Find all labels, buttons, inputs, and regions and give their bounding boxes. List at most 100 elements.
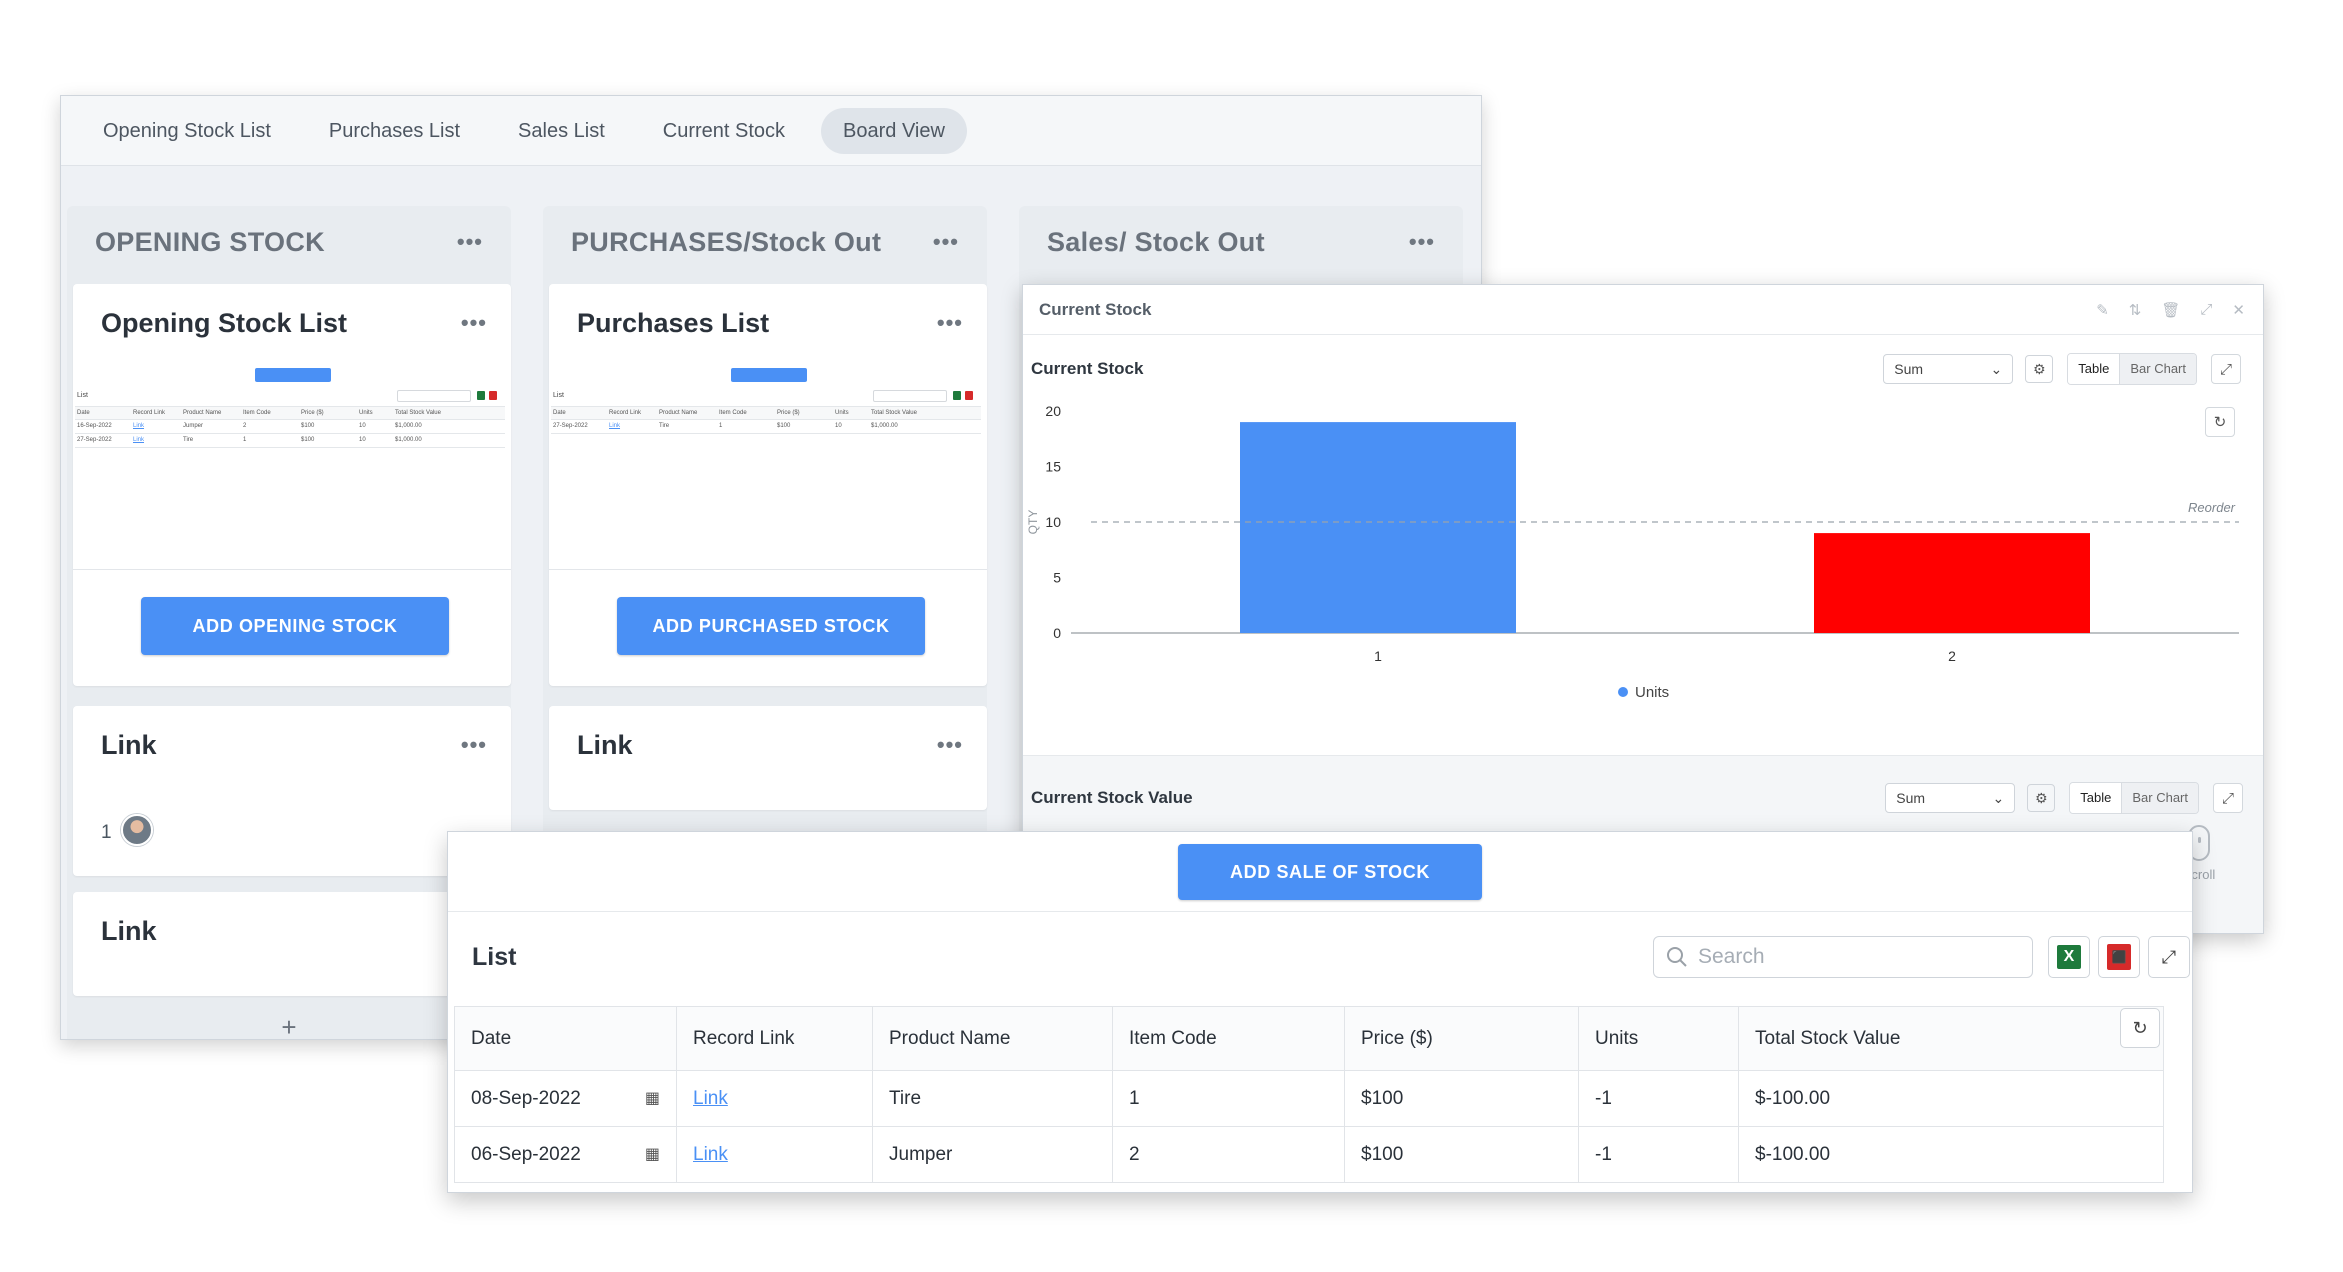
tab-sales-list[interactable]: Sales List xyxy=(518,119,605,142)
more-dots-icon[interactable]: ••• xyxy=(936,732,963,757)
thumb-cell: 10 xyxy=(835,423,842,429)
tab-current-stock[interactable]: Current Stock xyxy=(662,119,786,142)
excel-icon: X xyxy=(2057,945,2081,969)
view-table-button[interactable]: Table xyxy=(2070,783,2123,813)
expand-button[interactable]: ⤢ xyxy=(2148,936,2190,978)
thumb-add-button xyxy=(731,368,807,382)
sales-button-band: ADD SALE OF STOCK xyxy=(448,832,2192,912)
calendar-icon[interactable]: ▦ xyxy=(644,1145,660,1163)
thumb-cell: $1,000.00 xyxy=(395,423,422,429)
pdf-icon xyxy=(965,391,973,400)
thumb-header-row: Date Record Link Product Name Item Code … xyxy=(75,406,505,420)
view-toggle: Table Bar Chart xyxy=(2069,782,2199,814)
column-header-record-link[interactable]: Record Link xyxy=(676,1006,873,1071)
thumb-cell: Total Stock Value xyxy=(871,410,917,416)
gear-icon[interactable]: ⚙ xyxy=(2027,784,2056,812)
y-tick-label: 0 xyxy=(1053,625,1061,641)
section-title: Current Stock Value xyxy=(1031,788,1193,807)
card-title: Opening Stock List xyxy=(101,307,348,338)
card-link: Link ••• xyxy=(549,706,987,810)
column-header-date[interactable]: Date xyxy=(454,1006,677,1071)
more-dots-icon[interactable]: ••• xyxy=(456,229,483,254)
column-header-product-name[interactable]: Product Name xyxy=(872,1006,1113,1071)
section-title: Current Stock xyxy=(1031,359,1144,378)
thumb-cell: $100 xyxy=(301,423,315,429)
add-purchased-stock-button[interactable]: ADD PURCHASED STOCK xyxy=(617,597,925,655)
table-row[interactable]: 08-Sep-2022 ▦ Link Tire 1 $100 -1 $-100.0… xyxy=(454,1070,2164,1127)
column-opening-stock: OPENING STOCK ••• Opening Stock List •••… xyxy=(67,206,511,1040)
link-count: 1 xyxy=(101,822,112,843)
view-table-button[interactable]: Table xyxy=(2068,354,2121,384)
thumb-list-label: List xyxy=(77,392,88,399)
gear-icon[interactable]: ⚙ xyxy=(2025,355,2054,383)
current-stock-bar-chart: 0 5 10 15 20 QTY 1 2 Reorder Units xyxy=(1026,403,2239,701)
record-link[interactable]: Link xyxy=(693,1143,728,1165)
more-dots-icon[interactable]: ••• xyxy=(936,310,963,335)
pdf-icon xyxy=(489,391,497,400)
card-link: Link xyxy=(73,892,511,996)
view-bar-chart-button[interactable]: Bar Chart xyxy=(2120,354,2196,384)
column-title: PURCHASES/Stock Out xyxy=(571,226,882,257)
reorder-label: Reorder xyxy=(2188,500,2236,515)
column-header-item-code[interactable]: Item Code xyxy=(1112,1006,1345,1071)
tab-board-view[interactable]: Board View xyxy=(821,107,967,154)
refresh-button[interactable]: ↻ xyxy=(2120,1008,2160,1048)
view-bar-chart-button[interactable]: Bar Chart xyxy=(2122,783,2198,813)
thumb-cell: 27-Sep-2022 xyxy=(77,437,112,443)
thumb-cell: Record Link xyxy=(609,410,642,416)
column-header-total-stock-value[interactable]: Total Stock Value xyxy=(1738,1006,2164,1071)
aggregate-select[interactable]: Sum ⌄ xyxy=(1883,354,2014,384)
more-dots-icon[interactable]: ••• xyxy=(460,732,487,757)
x-tick-label: 1 xyxy=(1374,648,1382,664)
tab-opening-stock-list[interactable]: Opening Stock List xyxy=(103,119,271,142)
refresh-icon[interactable]: ↻ xyxy=(2205,407,2235,437)
column-header-units[interactable]: Units xyxy=(1578,1006,1739,1071)
expand-icon[interactable]: ⤢ xyxy=(2211,354,2241,384)
refresh-icon: ↻ xyxy=(2132,1017,2148,1038)
search-input[interactable] xyxy=(1698,945,2018,969)
date-cell[interactable]: 06-Sep-2022 ▦ xyxy=(454,1126,677,1183)
y-tick-label: 20 xyxy=(1045,403,1061,419)
expand-icon[interactable]: ⤢ xyxy=(2213,783,2243,813)
expand-icon[interactable]: ⤢ xyxy=(2200,300,2213,318)
list-thumbnail[interactable]: List Date Record Link Product Name Item … xyxy=(549,362,987,570)
legend-label: Units xyxy=(1635,684,1669,701)
thumb-cell: Item Code xyxy=(719,410,747,416)
thumb-header-row: Date Record Link Product Name Item Code … xyxy=(551,406,981,420)
y-axis-label: QTY xyxy=(1026,510,1040,535)
column-header-price[interactable]: Price ($) xyxy=(1344,1006,1579,1071)
thumb-cell: Units xyxy=(359,410,373,416)
current-stock-section-header: Current Stock Sum ⌄ ⚙ Table Bar Chart ⤢ xyxy=(1031,337,2255,401)
date-cell[interactable]: 08-Sep-2022 ▦ xyxy=(454,1070,677,1127)
sales-table: Date Record Link Product Name Item Code … xyxy=(454,1006,2164,1183)
thumb-add-button xyxy=(255,368,331,382)
thumb-cell: Total Stock Value xyxy=(395,410,441,416)
more-dots-icon[interactable]: ••• xyxy=(460,310,487,335)
more-dots-icon[interactable]: ••• xyxy=(932,229,959,254)
export-pdf-button[interactable]: ⬛ xyxy=(2098,936,2140,978)
edit-icon[interactable]: ✎ xyxy=(2096,301,2109,319)
list-thumbnail[interactable]: List Date Record Link Product Name Item … xyxy=(73,362,511,570)
more-dots-icon[interactable]: ••• xyxy=(1408,229,1435,254)
add-card-button[interactable]: + xyxy=(281,1012,297,1040)
export-excel-button[interactable]: X xyxy=(2048,936,2090,978)
card-opening-stock-list: Opening Stock List ••• List Date Record … xyxy=(73,284,511,686)
card-title: Link xyxy=(101,915,157,946)
tab-purchases-list[interactable]: Purchases List xyxy=(328,119,461,142)
table-row[interactable]: 06-Sep-2022 ▦ Link Jumper 2 $100 -1 $-100… xyxy=(454,1126,2164,1183)
thumb-search xyxy=(873,390,947,402)
add-sale-of-stock-button[interactable]: ADD SALE OF STOCK xyxy=(1178,844,1482,900)
calendar-icon[interactable]: ▦ xyxy=(644,1089,660,1107)
avatar[interactable] xyxy=(121,814,153,846)
record-link[interactable]: Link xyxy=(693,1087,728,1109)
resize-icon[interactable]: ⇅ xyxy=(2128,301,2142,319)
thumb-row: 16-Sep-2022 Link Jumper 2 $100 10 $1,000… xyxy=(75,420,505,434)
add-opening-stock-button[interactable]: ADD OPENING STOCK xyxy=(141,597,449,655)
chevron-down-icon: ⌄ xyxy=(1990,360,2003,377)
trash-icon[interactable]: 🗑 xyxy=(2161,301,2181,319)
thumb-cell: Product Name xyxy=(659,410,698,416)
close-icon[interactable]: ✕ xyxy=(2232,301,2245,319)
thumb-cell: Tire xyxy=(659,423,670,429)
tab-bar: Opening Stock List Purchases List Sales … xyxy=(61,96,1481,166)
aggregate-select[interactable]: Sum ⌄ xyxy=(1885,783,2016,813)
